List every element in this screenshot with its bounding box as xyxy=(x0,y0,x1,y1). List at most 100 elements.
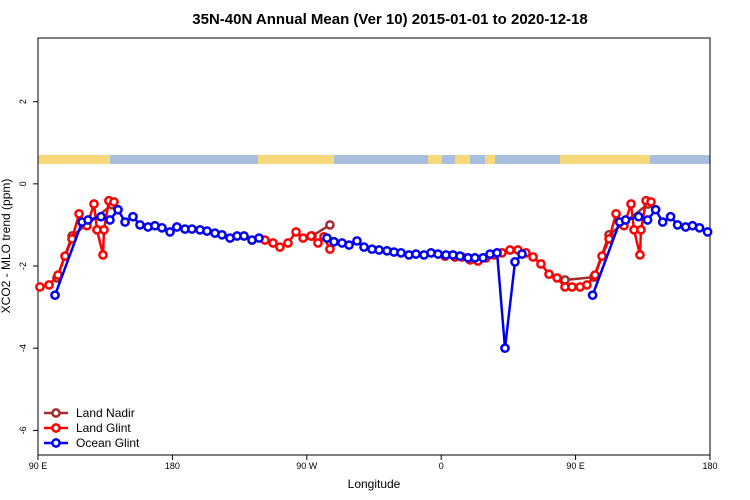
legend-label: Land Nadir xyxy=(76,406,135,420)
x-tick-label: 180 xyxy=(702,461,717,471)
x-axis-label: Longitude xyxy=(348,477,401,491)
point-marker xyxy=(105,215,115,225)
point-marker xyxy=(187,224,197,234)
point-marker xyxy=(492,248,502,258)
point-marker xyxy=(128,211,138,222)
x-tick-label: 180 xyxy=(165,461,180,471)
legend-marker xyxy=(51,423,61,433)
legend-marker xyxy=(51,408,61,418)
point-marker xyxy=(89,199,99,209)
plot-frame xyxy=(37,37,711,456)
y-axis-label: XCO2 - MLO trend (ppm) xyxy=(0,179,13,314)
legend-label: Ocean Glint xyxy=(76,436,140,450)
point-marker xyxy=(50,290,60,301)
point-marker xyxy=(650,204,661,215)
point-marker xyxy=(626,199,636,209)
point-marker xyxy=(470,252,480,263)
point-marker xyxy=(202,226,212,236)
point-marker xyxy=(597,251,607,262)
point-marker xyxy=(291,227,301,237)
point-marker xyxy=(646,197,656,207)
point-marker xyxy=(672,220,683,230)
point-marker xyxy=(325,244,335,255)
point-marker xyxy=(374,245,384,255)
land-band xyxy=(428,155,442,164)
point-marker xyxy=(35,282,45,292)
point-marker xyxy=(396,248,406,258)
y-tick-label: 0 xyxy=(18,181,28,186)
land-band xyxy=(455,155,470,164)
point-marker xyxy=(411,249,421,259)
point-marker xyxy=(567,282,577,292)
y-tick-label: -4 xyxy=(18,344,28,352)
point-marker xyxy=(587,290,598,301)
y-tick-label: -2 xyxy=(18,262,28,270)
point-marker xyxy=(642,215,653,225)
point-marker xyxy=(98,250,108,260)
point-marker xyxy=(113,204,123,215)
point-marker xyxy=(359,242,369,252)
point-marker xyxy=(96,211,106,222)
point-marker xyxy=(433,249,443,259)
legend-label: Land Glint xyxy=(76,421,131,435)
point-marker xyxy=(500,343,510,354)
land-band xyxy=(485,155,495,164)
point-marker xyxy=(478,252,488,263)
point-marker xyxy=(352,236,362,246)
x-tick-label: 90 E xyxy=(29,461,48,471)
point-marker xyxy=(322,233,332,243)
point-marker xyxy=(298,233,308,243)
point-marker xyxy=(344,240,354,250)
point-marker xyxy=(582,280,592,290)
point-marker xyxy=(165,227,175,237)
y-tick-label: -6 xyxy=(18,426,28,434)
point-marker xyxy=(536,259,546,269)
legend-marker xyxy=(51,438,61,448)
point-marker xyxy=(306,231,316,241)
point-marker xyxy=(172,222,182,232)
point-marker xyxy=(702,227,713,237)
point-marker xyxy=(283,238,293,248)
point-marker xyxy=(99,225,109,235)
point-marker xyxy=(217,229,227,240)
point-marker xyxy=(620,215,631,225)
x-tick-label: 0 xyxy=(439,461,444,471)
point-marker xyxy=(268,238,278,248)
point-marker xyxy=(552,273,562,283)
point-marker xyxy=(83,215,93,225)
point-marker xyxy=(329,236,339,247)
point-marker xyxy=(325,220,335,230)
ocean-band xyxy=(38,155,710,164)
point-marker xyxy=(275,242,285,252)
x-tick-label: 90 W xyxy=(296,461,318,471)
point-marker xyxy=(635,250,645,260)
y-tick-label: 2 xyxy=(18,99,28,104)
point-marker xyxy=(505,245,515,255)
chart-title: 35N-40N Annual Mean (Ver 10) 2015-01-01 … xyxy=(192,11,587,28)
land-band xyxy=(38,155,110,164)
point-marker xyxy=(109,197,119,207)
land-ocean-strip xyxy=(38,155,710,164)
point-marker xyxy=(590,270,600,280)
point-marker xyxy=(157,222,167,233)
point-marker xyxy=(665,211,676,222)
point-marker xyxy=(44,280,54,290)
x-tick-label: 90 E xyxy=(566,461,585,471)
point-marker xyxy=(254,233,264,243)
point-marker xyxy=(455,251,465,262)
point-marker xyxy=(313,238,323,248)
point-marker xyxy=(517,249,527,259)
point-marker xyxy=(694,222,705,233)
point-marker xyxy=(74,208,84,219)
point-marker xyxy=(544,269,554,280)
land-band xyxy=(258,155,334,164)
point-marker xyxy=(528,252,538,262)
point-marker xyxy=(633,211,644,222)
point-marker xyxy=(120,217,130,227)
point-marker xyxy=(657,217,668,227)
point-marker xyxy=(135,220,145,230)
land-band xyxy=(560,155,650,164)
